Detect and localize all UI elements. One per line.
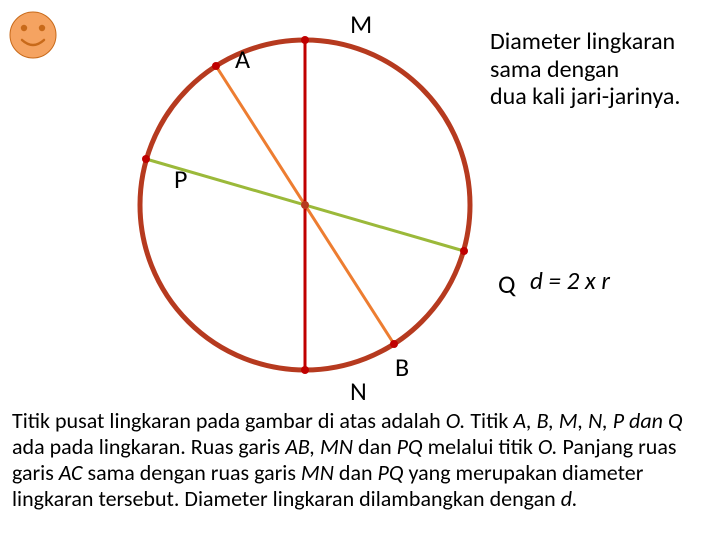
dot-P [142,155,150,163]
bt-7: dan [358,433,397,460]
label-Q: Q [498,268,516,300]
bt-19: d. [561,485,578,512]
bt-18: Diameter lingkaran dilambangkan dengan [184,485,560,512]
bt-10: O. [538,433,563,460]
dot-A [212,62,220,70]
smiley-head [10,12,56,58]
dot-Q [460,247,468,255]
label-P: P [174,163,187,195]
bt-12: AC [59,459,88,486]
smiley-eye-left [21,25,27,31]
dot-B [390,340,398,348]
bt-5: ada pada lingkaran. Ruas garis [12,433,285,460]
bt-14: MN [301,459,339,486]
bt-13: sama dengan ruas garis [87,459,300,486]
label-B: B [395,351,409,383]
center-dot [301,201,309,209]
label-M: M [350,8,372,40]
side-explanation: Diameter lingkaran sama dengandua kali j… [490,28,710,111]
label-A: A [235,43,250,75]
bt-6: AB, MN [285,433,358,460]
bt-3: Titik [470,407,513,434]
bt-1: Titik pusat lingkaran pada gambar di ata… [12,407,446,434]
bt-8: PQ [397,433,428,460]
circle-diagram [120,5,490,405]
bt-16: PQ [378,459,409,486]
dot-N [301,366,309,374]
bt-4: A, B, M, N, P dan Q [513,407,682,434]
bt-15: dan [339,459,378,486]
formula: d = 2 x r [530,265,610,296]
smiley-eye-right [39,25,45,31]
bottom-paragraph: Titik pusat lingkaran pada gambar di ata… [12,408,712,512]
bt-9: melalui titik [428,433,538,460]
label-N: N [350,375,367,407]
smiley-face [8,10,58,60]
dot-M [301,36,309,44]
bt-2: O. [446,407,471,434]
